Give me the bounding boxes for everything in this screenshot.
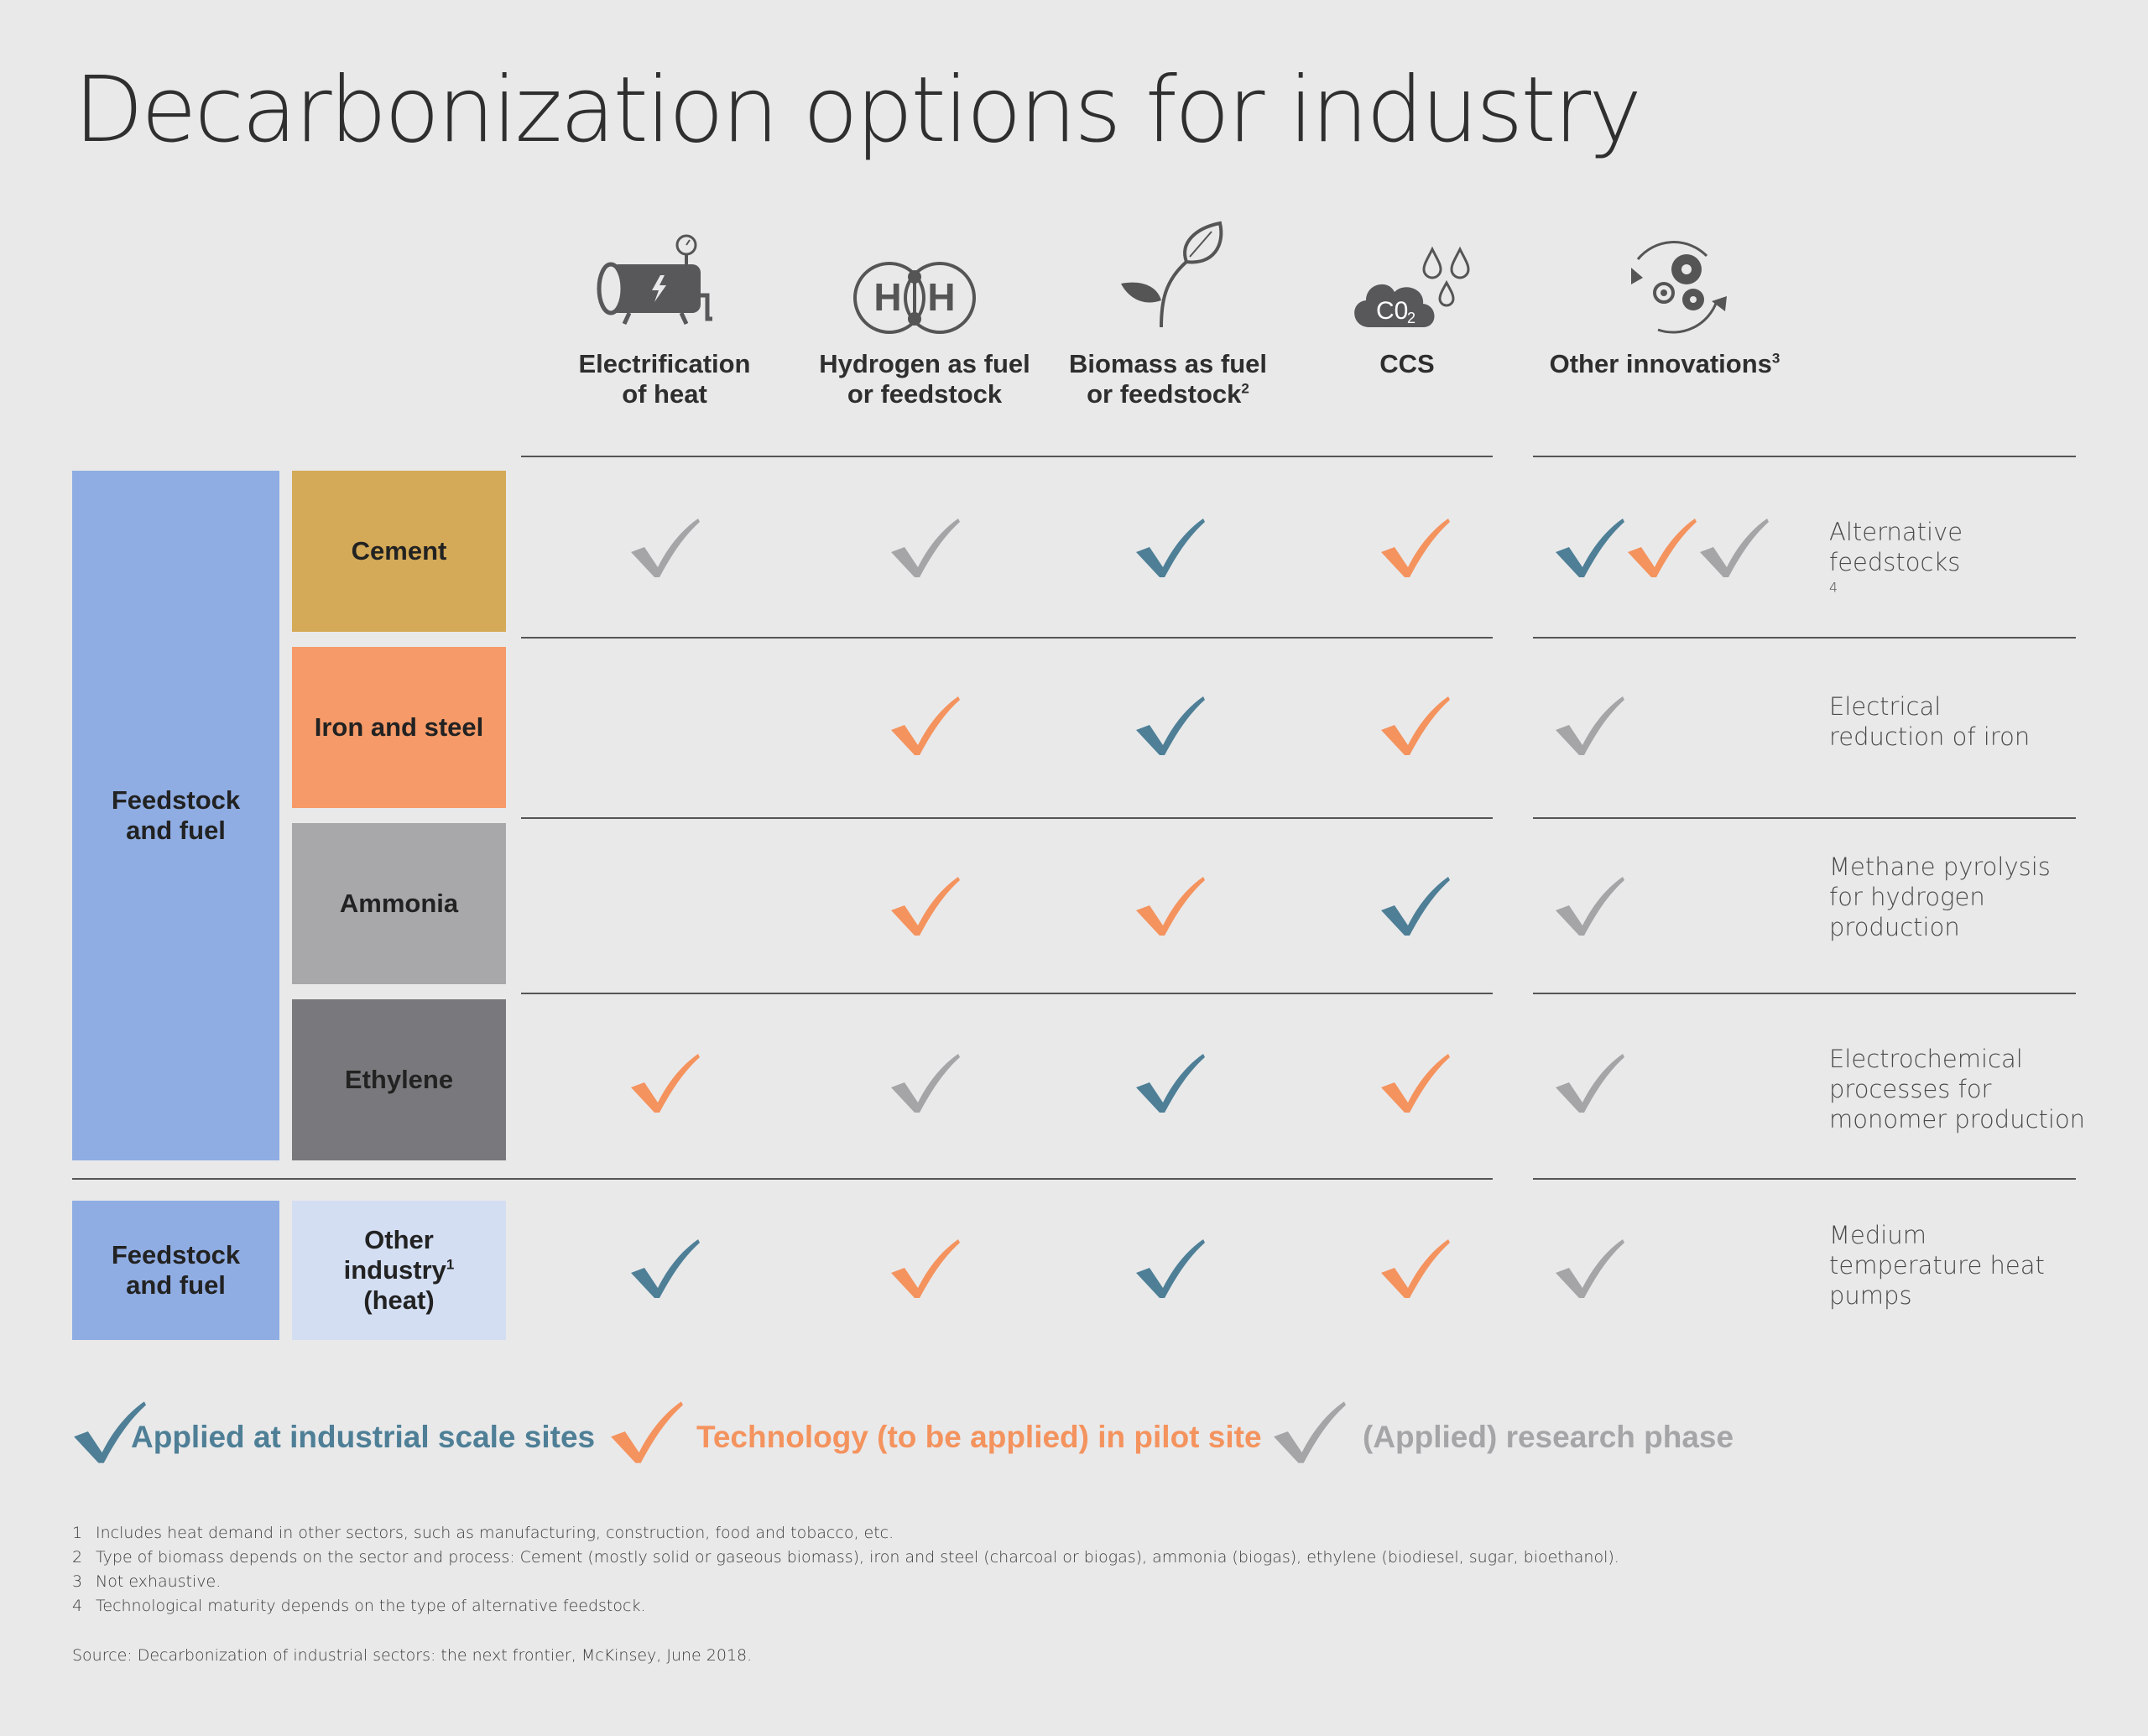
hydrogen-molecule-icon: H H [853, 262, 976, 334]
divider-row-4-other [1533, 1178, 2076, 1180]
check-pilot-icon [1381, 696, 1450, 755]
plant-leaf-icon [1121, 221, 1223, 328]
source-note: Source: Decarbonization of industrial se… [72, 1646, 753, 1665]
check-icon [1274, 1401, 1346, 1463]
check-pilot-icon [631, 1054, 700, 1113]
legend-label: Technology (to be applied) in pilot site [696, 1420, 1262, 1454]
footnote-3: 3 Not exhaustive. [72, 1572, 222, 1591]
check-pilot-icon [1381, 1054, 1450, 1113]
check-pilot-icon [1136, 877, 1205, 936]
svg-text:H: H [927, 275, 955, 319]
gears-cycle-icon [1631, 241, 1727, 334]
check-pilot-icon [1628, 519, 1697, 577]
co2-cloud-icon: C0 2 [1354, 246, 1470, 327]
check-industrial-icon [1136, 1054, 1205, 1113]
group-feedstock-and-fuel-heat: Feedstock and fuel [72, 1201, 279, 1340]
check-industrial-icon [631, 1239, 700, 1298]
innovation-iron-and-steel: Electrical reduction of iron [1829, 692, 2031, 751]
footnote-4: 4 Technological maturity depends on the t… [72, 1597, 646, 1615]
divider-row-1-other [1533, 637, 2076, 639]
divider-row-4-main [72, 1178, 1493, 1180]
divider-row-3-other [1533, 993, 2076, 994]
divider-top-main [521, 456, 1493, 457]
sector-iron-and-steel: Iron and steel [292, 647, 506, 808]
check-pilot-icon [1381, 519, 1450, 577]
page-title: Decarbonization options for industry [74, 58, 1642, 163]
check-industrial-icon [1136, 1239, 1205, 1298]
check-industrial-icon [1136, 696, 1205, 755]
legend-label: Applied at industrial scale sites [131, 1420, 596, 1454]
check-industrial-icon [1381, 877, 1450, 936]
check-icon [74, 1401, 146, 1463]
check-icon [611, 1401, 683, 1463]
innovation-ethylene: Electrochemical processes for monomer pr… [1829, 1045, 2086, 1134]
check-research-icon [1556, 877, 1624, 936]
column-header-electrification: Electrification of heat [578, 349, 751, 409]
innovation-ammonia: Methane pyrolysis for hydrogen productio… [1829, 852, 2051, 941]
footnote-1: 1 Includes heat demand in other sectors, … [72, 1524, 894, 1542]
column-header-biomass: Biomass as fuel or feedstock2 [1068, 349, 1268, 409]
sector-other-industry-heat: Other industry1 (heat) [292, 1201, 506, 1340]
check-industrial-icon [1136, 519, 1205, 577]
check-research-icon [1556, 1054, 1624, 1113]
check-pilot-icon [891, 696, 960, 755]
check-research-icon [1556, 1239, 1624, 1298]
check-pilot-icon [1381, 1239, 1450, 1298]
column-header-hydrogen: Hydrogen as fuel or feedstock [819, 349, 1030, 409]
column-header-ccs: CCS [1379, 349, 1435, 378]
check-pilot-icon [891, 877, 960, 936]
sector-ammonia: Ammonia [292, 823, 506, 984]
divider-row-2-main [521, 817, 1493, 819]
innovation-cement: Alternative feedstocks 4 [1829, 518, 1963, 596]
check-industrial-icon [1556, 519, 1624, 577]
electric-boiler-icon [597, 234, 712, 326]
footnote-2: 2 Type of biomass depends on the sector a… [72, 1548, 1619, 1567]
svg-text:C0: C0 [1376, 297, 1408, 325]
sector-cement: Cement [292, 471, 506, 632]
group-feedstock-and-fuel: Feedstock and fuel [72, 471, 279, 1160]
sector-ethylene: Ethylene [292, 999, 506, 1160]
check-research-icon [1700, 519, 1769, 577]
check-research-icon [891, 519, 960, 577]
divider-row-1-main [521, 637, 1493, 639]
column-header-other-innovations: Other innovations3 [1549, 349, 1780, 378]
check-research-icon [1556, 696, 1624, 755]
divider-row-3-main [521, 993, 1493, 994]
svg-text:H: H [873, 275, 901, 319]
svg-text:2: 2 [1407, 310, 1415, 326]
legend-label: (Applied) research phase [1363, 1420, 1734, 1454]
divider-top-other [1533, 456, 2076, 457]
check-pilot-icon [891, 1239, 960, 1298]
divider-row-2-other [1533, 817, 2076, 819]
innovation-other-industry: Medium temperature heat pumps [1829, 1221, 2045, 1310]
check-research-icon [891, 1054, 960, 1113]
check-research-icon [631, 519, 700, 577]
